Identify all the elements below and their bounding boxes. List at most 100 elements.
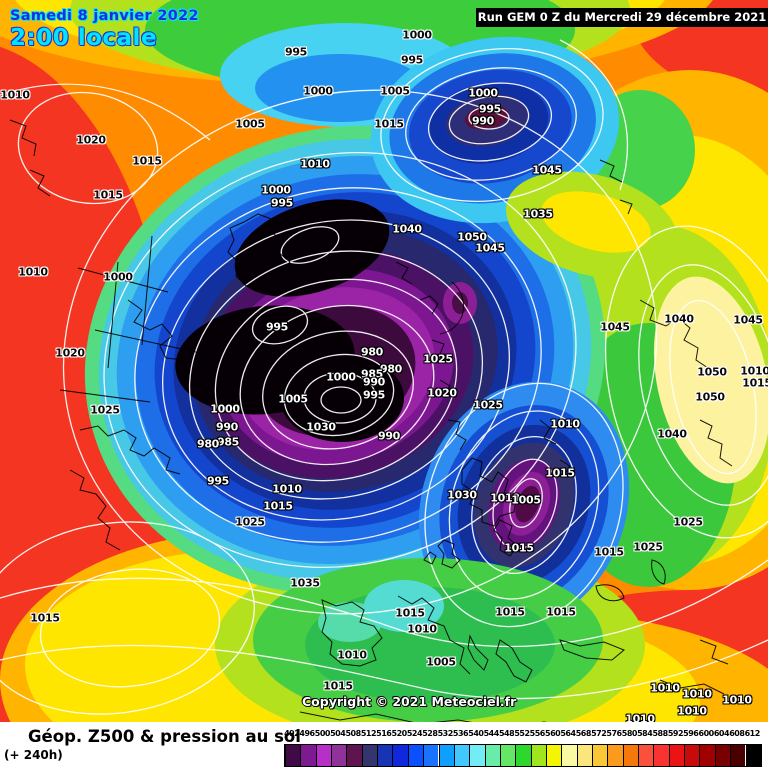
legend-swatch <box>730 745 746 766</box>
legend-tick: 552 <box>514 729 530 738</box>
pressure-label: 1015 <box>742 376 768 390</box>
pressure-label: 990 <box>377 429 401 443</box>
pressure-label: 1045 <box>600 320 630 334</box>
pressure-label: 1040 <box>664 312 694 326</box>
pressure-label: 1015 <box>594 545 624 559</box>
pressure-label: 1045 <box>733 313 763 327</box>
pressure-label: 1020 <box>76 133 106 147</box>
pressure-label: 1040 <box>392 222 422 236</box>
legend-swatch <box>423 745 439 766</box>
pressure-label: 980 <box>379 362 403 376</box>
pressure-label: 1010 <box>0 88 30 102</box>
legend-swatch <box>714 745 731 766</box>
legend-tick: 592 <box>667 729 684 738</box>
legend-tick: 564 <box>560 729 576 738</box>
legend-swatch <box>499 745 516 766</box>
pressure-label: 1015 <box>546 605 576 619</box>
pressure-label: 1010 <box>550 417 580 431</box>
pressure-label: 1010 <box>677 704 707 718</box>
legend-swatch <box>377 745 393 766</box>
pressure-label: 1005 <box>426 655 456 669</box>
pressure-label: 1035 <box>523 207 553 221</box>
pressure-label: 1020 <box>55 346 85 360</box>
pressure-label: 1005 <box>235 117 265 131</box>
legend-swatch <box>300 745 316 766</box>
legend-tick: 588 <box>652 729 668 738</box>
footer-band: Géop. Z500 & pression au sol (+ 240h) 49… <box>0 722 768 768</box>
pressure-label: 1010 <box>650 681 680 695</box>
legend-tick: 596 <box>683 729 699 738</box>
pressure-label: 990 <box>215 420 239 434</box>
pressure-label: 1025 <box>473 398 503 412</box>
pressure-label: 1010 <box>18 265 48 279</box>
pressure-label: 995 <box>400 53 424 67</box>
pressure-label: 1045 <box>532 163 562 177</box>
pressure-label: 980 <box>196 437 220 451</box>
pressure-label: 1015 <box>545 466 575 480</box>
legend-tick: 528 <box>422 729 438 738</box>
pressure-label: 1015 <box>263 499 293 513</box>
pressure-label: 1010 <box>337 648 367 662</box>
pressure-label: 995 <box>206 474 230 488</box>
pressure-label: 1050 <box>697 365 727 379</box>
pressure-label: 1025 <box>673 515 703 529</box>
legend-tick: 544 <box>483 729 500 738</box>
pressure-label: 1025 <box>90 403 120 417</box>
legend-swatch <box>745 745 761 766</box>
legend-tick: 584 <box>637 729 653 738</box>
legend-tick: 608 <box>729 729 745 738</box>
legend-tick: 568 <box>575 729 592 738</box>
pressure-label: 1010 <box>300 157 330 171</box>
pressure-label: 1000 <box>326 370 356 384</box>
legend-tick: 572 <box>591 729 607 738</box>
color-scale-legend: 492 496 500 504 508 512 516 520 524 528 532 536 540 5… <box>284 722 762 768</box>
pressure-label: 1000 <box>210 402 240 416</box>
pressure-label: 1050 <box>457 230 487 244</box>
legend-swatch <box>469 745 485 766</box>
pressure-label: 1030 <box>447 488 477 502</box>
pressure-label: 995 <box>284 45 308 59</box>
legend-swatch <box>346 745 362 766</box>
legend-tick: 492 <box>284 729 300 738</box>
legend-swatch <box>668 745 685 766</box>
legend-tick: 504 <box>330 729 346 738</box>
legend-tick: 580 <box>621 729 638 738</box>
pressure-label: 1000 <box>261 183 291 197</box>
legend-swatch <box>315 745 332 766</box>
legend-tick: 548 <box>498 729 515 738</box>
local-time-text: 2:00 locale <box>10 25 158 51</box>
pressure-label: 1015 <box>132 154 162 168</box>
legend-swatch <box>484 745 500 766</box>
legend-tick: 524 <box>406 729 423 738</box>
pressure-label: 1015 <box>323 679 353 693</box>
legend-swatch <box>392 745 408 766</box>
legend-swatch <box>438 745 454 766</box>
legend-tick: 560 <box>545 729 561 738</box>
pressure-label: 1010 <box>682 687 712 701</box>
pressure-label: 1025 <box>423 352 453 366</box>
legend-tick: 600 <box>698 729 715 738</box>
pressure-label: 1045 <box>475 241 505 255</box>
valid-date-text: Samedi 8 janvier 2022 <box>10 8 199 24</box>
legend-tick: 612 <box>744 729 761 738</box>
pressure-label: 1015 <box>504 541 534 555</box>
legend-swatch <box>453 745 470 766</box>
pressure-label: 1025 <box>235 515 265 529</box>
pressure-label: 1015 <box>93 188 123 202</box>
legend-tick: 556 <box>529 729 546 738</box>
pressure-label: 985 <box>216 435 240 449</box>
pressure-label: 1025 <box>633 540 663 554</box>
legend-swatch <box>407 745 424 766</box>
legend-swatch <box>699 745 715 766</box>
legend-tick: 576 <box>606 729 622 738</box>
legend-tick: 508 <box>345 729 361 738</box>
pressure-label: 1005 <box>380 84 410 98</box>
pressure-label: 1015 <box>374 117 404 131</box>
legend-tick: 496 <box>299 729 315 738</box>
legend-color-swatches <box>284 744 762 767</box>
legend-swatch <box>684 745 700 766</box>
legend-tick: 516 <box>376 729 392 738</box>
pressure-label: 1015 <box>30 611 60 625</box>
